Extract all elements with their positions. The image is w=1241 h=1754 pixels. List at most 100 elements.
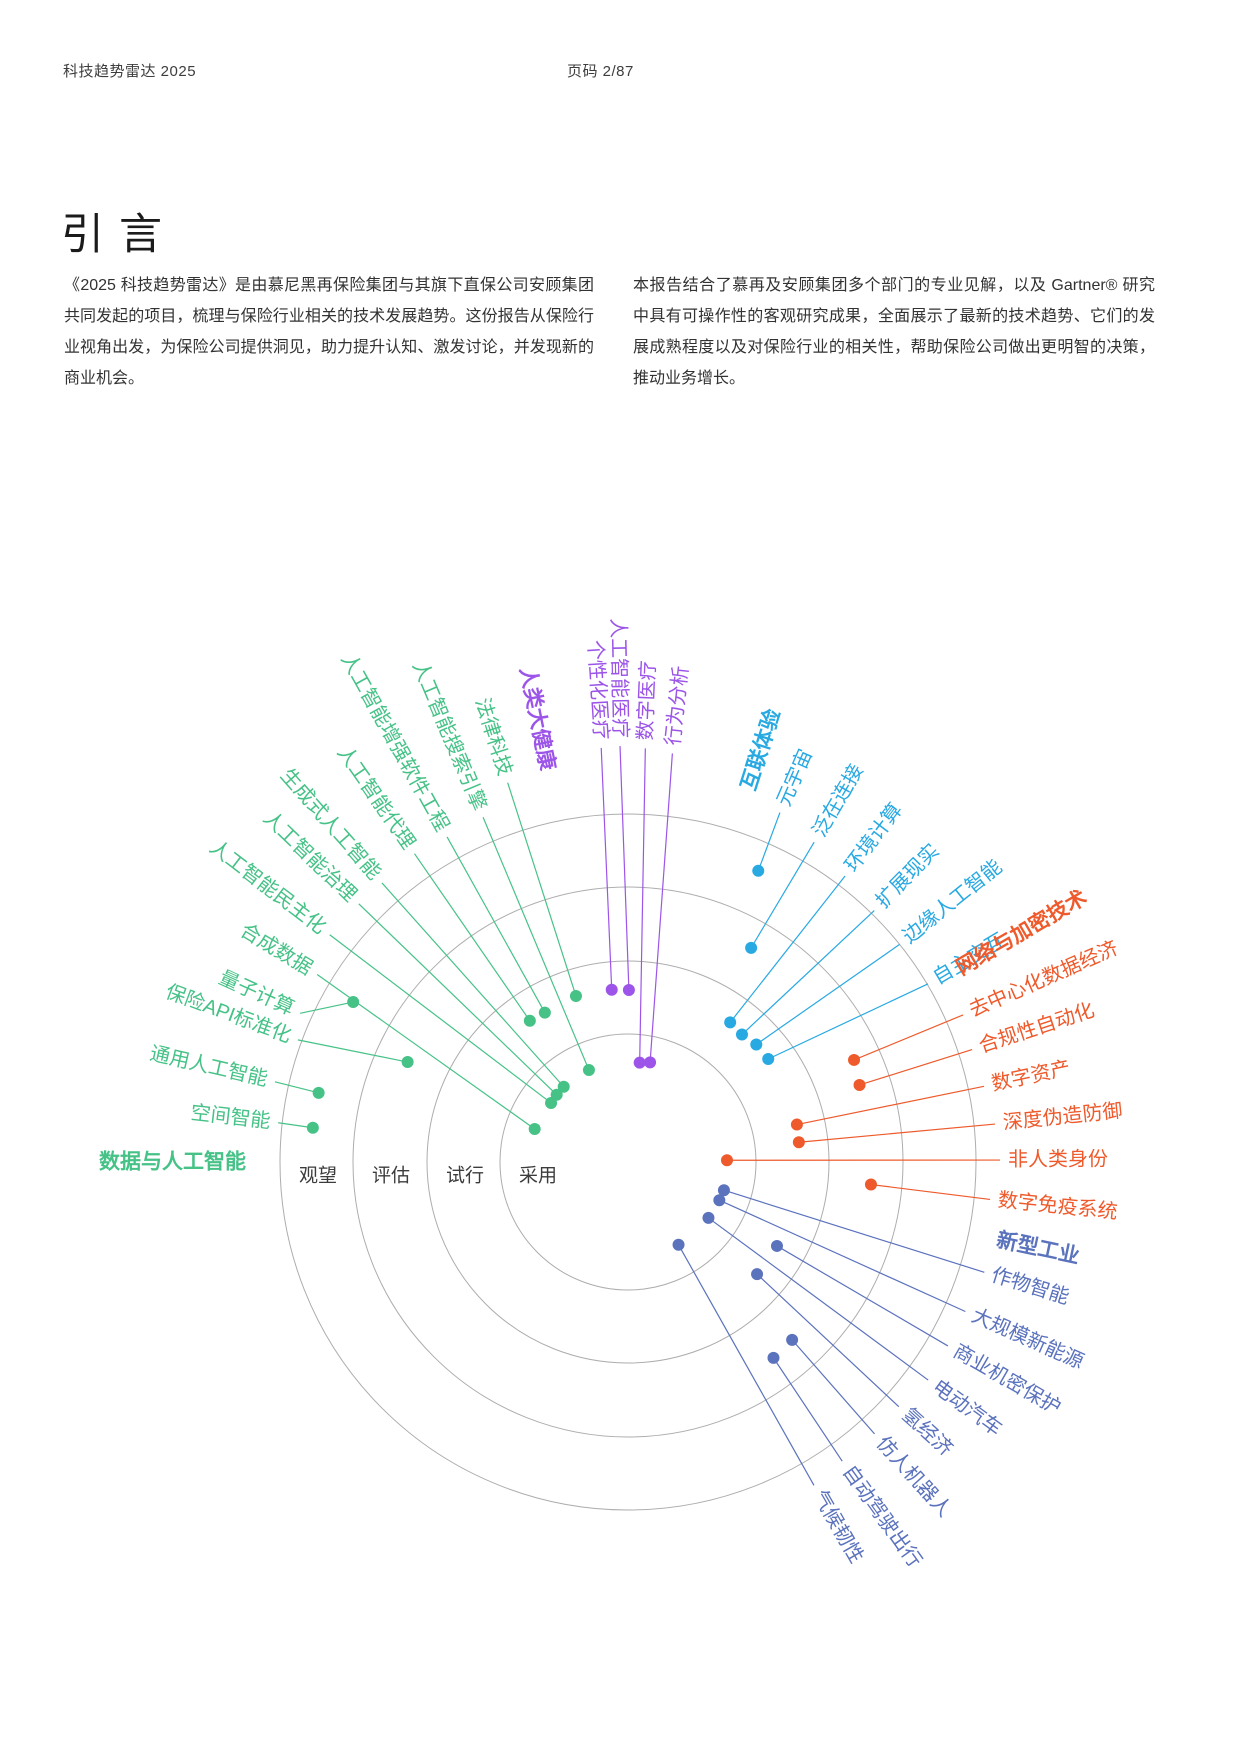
- trend-leader-line: [358, 903, 558, 1096]
- trend-dot: [751, 1268, 764, 1281]
- trend-label: 空间智能: [190, 1101, 272, 1133]
- trend-dot: [582, 1063, 595, 1076]
- trend-dot: [724, 1016, 737, 1029]
- trend-dot: [770, 1239, 783, 1252]
- intro-paragraph-right: 本报告结合了慕再及安顾集团多个部门的专业见解，以及 Gartner® 研究中具有…: [633, 277, 1155, 387]
- category-label: 数据与人工智能: [99, 1150, 246, 1174]
- category-label: 互联体验: [736, 706, 785, 793]
- trend-dot: [735, 1028, 748, 1041]
- trend-label: 行为分析: [661, 665, 693, 747]
- trend-leader-line: [750, 841, 815, 949]
- trend-leader-line: [719, 1199, 966, 1313]
- trend-leader-line: [756, 1273, 900, 1408]
- trend-label: 扩展现实: [871, 839, 943, 912]
- trend-leader-line: [600, 747, 613, 990]
- trend-leader-line: [776, 1245, 949, 1347]
- trend-leader-line: [446, 836, 546, 1013]
- trend-label: 通用人工智能: [148, 1042, 270, 1091]
- trend-dot: [538, 1006, 551, 1019]
- trend-label: 深度伪造防御: [1002, 1099, 1124, 1134]
- trend-dot: [792, 1136, 805, 1149]
- trend-leader-line: [723, 1189, 985, 1273]
- trend-leader-line: [649, 753, 673, 1063]
- trend-dot: [347, 996, 360, 1009]
- trend-leader-line: [741, 910, 875, 1035]
- trend-leader-line: [329, 934, 552, 1104]
- trend-label: 法律科技: [471, 695, 517, 778]
- trend-dot: [762, 1052, 775, 1065]
- category-label: 新型工业: [995, 1228, 1082, 1269]
- radar-ring-circle: [279, 813, 977, 1511]
- trend-dot: [720, 1154, 733, 1167]
- trend-dot: [644, 1056, 657, 1069]
- header-page-number: 页码 2/87: [567, 63, 634, 80]
- trend-leader-line: [507, 782, 577, 997]
- trend-dot: [633, 1056, 646, 1069]
- trend-dot: [306, 1121, 319, 1134]
- ring-label: 采用: [519, 1165, 557, 1187]
- trend-leader-line: [859, 1048, 973, 1086]
- intro-paragraph-left: 《2025 科技趋势雷达》是由慕尼黑再保险集团与其旗下直保公司安顾集团共同发起的…: [64, 277, 594, 387]
- trend-label: 数字医疗: [634, 660, 660, 741]
- trend-leader-line: [798, 1123, 996, 1143]
- trend-leader-line: [300, 1001, 354, 1014]
- trend-dot: [622, 984, 635, 997]
- trend-label: 作物智能: [989, 1263, 1072, 1309]
- trend-leader-line: [791, 1339, 875, 1435]
- category-label: 人类大健康: [515, 665, 560, 774]
- trend-dot: [864, 1178, 877, 1191]
- trend-dot: [545, 1096, 558, 1109]
- trend-dot: [672, 1238, 685, 1251]
- trend-dot: [557, 1080, 570, 1093]
- radar-ring-circle: [352, 886, 904, 1438]
- trend-leader-line: [729, 875, 846, 1023]
- trend-dot: [702, 1211, 715, 1224]
- trend-dot: [752, 864, 765, 877]
- trend-dot: [745, 941, 758, 954]
- ring-label: 观望: [299, 1165, 337, 1187]
- trend-leader-line: [381, 882, 565, 1088]
- trend-label: 数字免疫系统: [997, 1188, 1119, 1223]
- trend-leader-line: [414, 853, 531, 1022]
- trend-dot: [528, 1122, 541, 1135]
- ring-label: 评估: [372, 1165, 410, 1187]
- trend-dot: [767, 1351, 780, 1364]
- trend-dot: [786, 1333, 799, 1346]
- trend-leader-line: [757, 812, 781, 872]
- trend-dot: [853, 1078, 866, 1091]
- trend-dot: [401, 1056, 414, 1069]
- header-document-title: 科技趋势雷达 2025: [63, 63, 197, 80]
- trend-dot: [569, 989, 582, 1002]
- trend-leader-line: [639, 748, 646, 1063]
- trend-leader-line: [853, 1014, 964, 1061]
- trend-label: 泛在连接: [808, 760, 868, 841]
- trend-leader-line: [755, 943, 900, 1045]
- trend-dot: [848, 1053, 861, 1066]
- trend-leader-line: [274, 1081, 319, 1094]
- ring-label: 试行: [446, 1165, 484, 1187]
- trend-leader-line: [678, 1244, 815, 1486]
- trend-dot: [312, 1086, 325, 1099]
- radar-ring-circle: [426, 960, 830, 1364]
- trend-leader-line: [767, 983, 929, 1060]
- trend-dot: [605, 983, 618, 996]
- trend-dot: [713, 1194, 726, 1207]
- trend-label: 环境计算: [840, 799, 907, 877]
- trend-label: 非人类身份: [1008, 1147, 1108, 1171]
- trend-label: 人工智能医疗: [607, 618, 632, 738]
- trend-leader-line: [772, 1357, 843, 1462]
- page-title: 引言: [61, 211, 177, 259]
- trend-leader-line: [619, 746, 630, 991]
- trend-label: 元宇宙: [772, 745, 817, 809]
- trend-leader-line: [297, 1039, 408, 1063]
- trend-dot: [790, 1118, 803, 1131]
- trend-dot: [523, 1014, 536, 1027]
- trend-label: 数字资产: [989, 1056, 1072, 1095]
- radar-ring-circle: [499, 1033, 757, 1291]
- trend-dot: [717, 1184, 730, 1197]
- trend-leader-line: [796, 1085, 985, 1126]
- trend-dot: [750, 1038, 763, 1051]
- trend-leader-line: [708, 1217, 929, 1381]
